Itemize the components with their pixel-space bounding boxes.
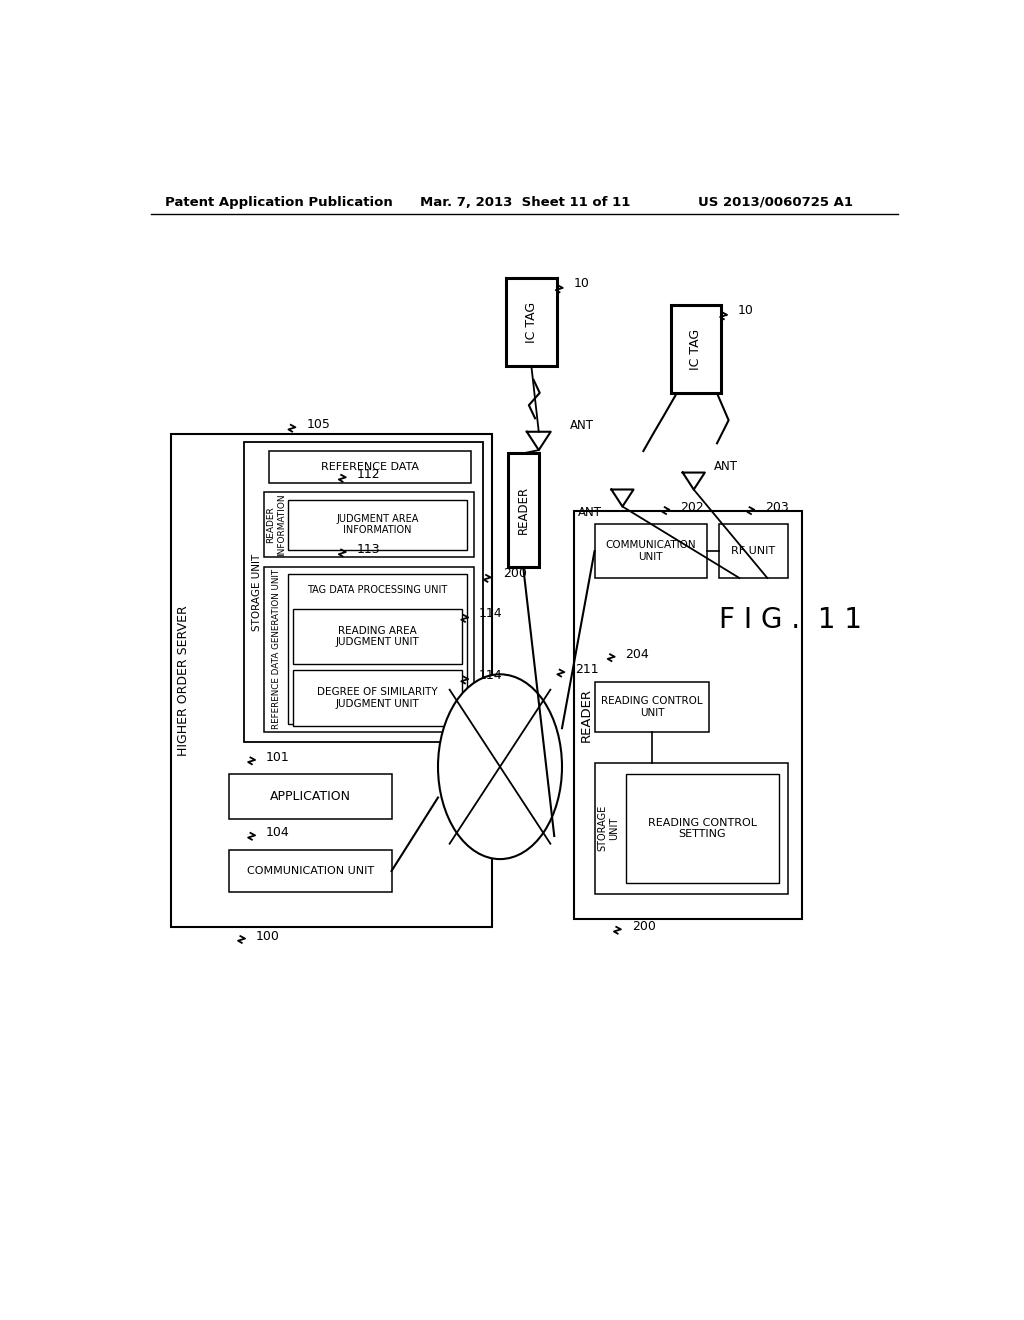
Bar: [293, 671, 462, 726]
Text: REFERENCE DATA: REFERENCE DATA: [321, 462, 419, 473]
Bar: [171, 434, 493, 927]
Text: ANT: ANT: [715, 459, 738, 473]
Text: REFERENCE DATA GENERATION UNIT: REFERENCE DATA GENERATION UNIT: [271, 569, 281, 730]
Bar: [506, 277, 557, 366]
Bar: [573, 511, 802, 919]
Bar: [671, 305, 721, 393]
Text: APPLICATION: APPLICATION: [269, 791, 350, 804]
Text: 112: 112: [356, 469, 380, 482]
Text: READING CONTROL
UNIT: READING CONTROL UNIT: [601, 696, 702, 718]
Text: 114: 114: [479, 668, 503, 681]
Text: READING AREA
JUDGMENT UNIT: READING AREA JUDGMENT UNIT: [336, 626, 420, 647]
Text: READER: READER: [517, 486, 529, 535]
Text: US 2013/0060725 A1: US 2013/0060725 A1: [697, 195, 853, 209]
Bar: [293, 609, 462, 664]
Bar: [595, 524, 707, 578]
Text: 114: 114: [479, 607, 503, 620]
Text: 101: 101: [266, 751, 290, 764]
Bar: [263, 492, 474, 557]
Text: 202: 202: [680, 500, 703, 513]
Text: 104: 104: [266, 826, 290, 840]
Text: 100: 100: [256, 929, 280, 942]
Text: STORAGE
UNIT: STORAGE UNIT: [598, 805, 620, 851]
Text: RF UNIT: RF UNIT: [731, 546, 775, 556]
Text: Patent Application Publication: Patent Application Publication: [165, 195, 393, 209]
Text: READING CONTROL
SETTING: READING CONTROL SETTING: [648, 817, 757, 840]
Text: COMMUNICATION
UNIT: COMMUNICATION UNIT: [605, 540, 696, 562]
Text: IC TAG: IC TAG: [689, 329, 702, 370]
Text: COMMUNICATION UNIT: COMMUNICATION UNIT: [247, 866, 374, 876]
Bar: [719, 524, 788, 578]
Text: ANT: ANT: [578, 506, 602, 519]
Text: STORAGE UNIT: STORAGE UNIT: [252, 553, 262, 631]
Bar: [228, 775, 391, 818]
Text: 200: 200: [503, 566, 527, 579]
Bar: [626, 774, 779, 883]
Ellipse shape: [438, 675, 562, 859]
Text: 204: 204: [626, 648, 649, 661]
Text: 105: 105: [306, 418, 330, 432]
Bar: [508, 453, 539, 568]
Text: F I G .  1 1: F I G . 1 1: [719, 606, 862, 635]
Text: 113: 113: [356, 543, 380, 556]
Text: 10: 10: [573, 277, 590, 290]
Text: TAG DATA PROCESSING UNIT: TAG DATA PROCESSING UNIT: [307, 585, 447, 594]
Text: 203: 203: [765, 500, 788, 513]
Text: HIGHER ORDER SERVER: HIGHER ORDER SERVER: [176, 605, 189, 756]
Text: 10: 10: [738, 305, 754, 317]
Bar: [245, 442, 483, 742]
Text: ANT: ANT: [569, 418, 594, 432]
Text: 200: 200: [632, 920, 655, 933]
Bar: [228, 850, 391, 892]
Bar: [289, 574, 467, 725]
Text: 211: 211: [575, 663, 599, 676]
Text: READER: READER: [580, 688, 593, 742]
Bar: [595, 763, 788, 894]
Text: DEGREE OF SIMILARITY
JUDGMENT UNIT: DEGREE OF SIMILARITY JUDGMENT UNIT: [317, 688, 438, 709]
Bar: [269, 451, 471, 483]
Text: IC TAG: IC TAG: [525, 301, 538, 343]
Text: JUDGMENT AREA
INFORMATION: JUDGMENT AREA INFORMATION: [336, 513, 419, 536]
Text: READER
INFORMATION: READER INFORMATION: [266, 494, 286, 556]
Bar: [595, 682, 710, 733]
Bar: [263, 566, 474, 733]
Text: Mar. 7, 2013  Sheet 11 of 11: Mar. 7, 2013 Sheet 11 of 11: [420, 195, 630, 209]
Bar: [289, 499, 467, 549]
